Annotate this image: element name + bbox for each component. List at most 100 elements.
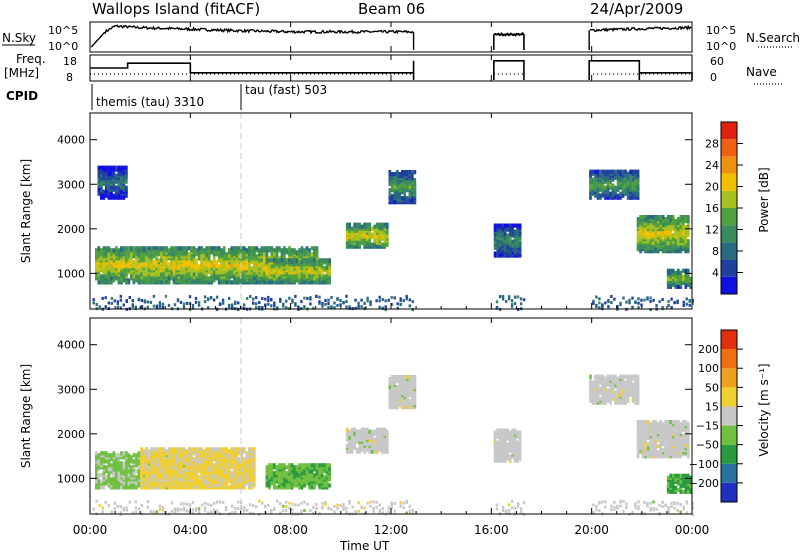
heatmap-cell	[217, 280, 221, 285]
heatmap-cell	[192, 268, 196, 273]
heatmap-cell	[682, 304, 685, 307]
heatmap-cell	[315, 246, 319, 251]
heatmap-cell	[98, 305, 101, 309]
heatmap-cell	[616, 193, 620, 198]
heatmap-cell	[393, 375, 397, 380]
heatmap-cell	[333, 301, 336, 305]
heatmap-cell	[592, 302, 595, 305]
heatmap-cell	[200, 479, 203, 484]
heatmap-cell	[393, 176, 397, 181]
heatmap-cell	[325, 258, 329, 263]
heatmap-cell	[250, 465, 254, 470]
heatmap-cell	[336, 304, 339, 307]
heatmap-cell	[185, 301, 189, 305]
heatmap-cell	[147, 449, 151, 454]
heatmap-cell	[308, 248, 311, 253]
heatmap-cell	[390, 296, 393, 299]
heatmap-cell	[378, 222, 382, 227]
heatmap-cell	[195, 479, 198, 484]
heatmap-cell	[649, 299, 652, 303]
heatmap-cell	[609, 179, 612, 184]
heatmap-cell	[589, 185, 592, 190]
heatmap-cell	[230, 250, 234, 255]
heatmap-cell	[411, 186, 414, 191]
heatmap-cell	[363, 427, 366, 432]
heatmap-cell	[110, 175, 113, 180]
heatmap-cell	[273, 252, 276, 257]
heatmap-cell	[145, 447, 148, 452]
heatmap-cell	[194, 296, 198, 300]
heatmap-cell	[496, 243, 499, 248]
heatmap-cell	[135, 475, 138, 480]
heatmap-cell	[207, 268, 211, 273]
heatmap-cell	[373, 228, 376, 233]
heatmap-cell	[130, 256, 133, 261]
heatmap-cell	[315, 260, 319, 265]
heatmap-cell	[170, 473, 173, 478]
heatmap-cell	[634, 169, 637, 174]
heatmap-cell	[513, 223, 517, 228]
heatmap-cell	[684, 233, 688, 238]
heatmap-cell	[263, 252, 266, 257]
heatmap-cell	[157, 258, 161, 263]
heatmap-cell	[97, 453, 101, 458]
heatmap-cell	[270, 280, 274, 285]
heatmap-cell	[92, 301, 95, 305]
heatmap-cell	[150, 246, 153, 251]
heatmap-cell	[658, 300, 661, 304]
heatmap-cell	[684, 268, 688, 273]
heatmap-cell	[152, 461, 156, 466]
heatmap-cell	[107, 183, 111, 188]
heatmap-cell	[288, 463, 291, 468]
heatmap-cell	[353, 427, 356, 432]
heatmap-cell	[413, 178, 417, 183]
heatmap-cell	[105, 193, 108, 198]
heatmap-cell	[511, 239, 514, 244]
heatmap-cell	[375, 222, 379, 227]
heatmap-cell	[313, 467, 316, 472]
heatmap-cell	[631, 296, 634, 300]
heatmap-cell	[290, 258, 294, 263]
heatmap-cell	[157, 252, 161, 257]
heatmap-cell	[606, 169, 610, 174]
heatmap-cell	[504, 299, 508, 303]
heatmap-cell	[152, 260, 156, 265]
heatmap-cell	[102, 246, 106, 251]
heatmap-cell	[285, 483, 289, 488]
heatmap-cell	[107, 258, 111, 263]
heatmap-cell	[120, 461, 123, 466]
heatmap-cell	[381, 230, 384, 235]
heatmap-cell	[155, 270, 158, 275]
heatmap-cell	[651, 215, 655, 220]
heatmap-cell	[599, 173, 602, 178]
heatmap-cell	[125, 465, 128, 470]
heatmap-cell	[177, 246, 181, 251]
heatmap-cell	[639, 237, 642, 242]
heatmap-cell	[303, 266, 306, 271]
heatmap-cell	[107, 187, 111, 192]
colorbar-swatch	[721, 122, 737, 140]
heatmap-cell	[324, 299, 327, 302]
heatmap-cell	[308, 485, 311, 490]
heatmap-cell	[132, 260, 136, 265]
heatmap-cell	[110, 248, 113, 253]
heatmap-cell	[135, 469, 138, 474]
heatmap-cell	[175, 447, 178, 452]
heatmap-cell	[501, 233, 504, 238]
heatmap-cell	[300, 258, 304, 263]
heatmap-cell	[413, 184, 417, 189]
heatmap-cell	[157, 457, 161, 462]
heatmap-cell	[228, 305, 231, 309]
heatmap-cell	[122, 481, 126, 486]
heatmap-cell	[112, 451, 116, 456]
heatmap-cell	[401, 182, 404, 187]
heatmap-cell	[221, 301, 225, 305]
heatmap-cell	[190, 246, 193, 251]
heatmap-cell	[671, 215, 675, 220]
heatmap-cell	[155, 304, 159, 308]
heatmap-cell	[308, 268, 311, 273]
heatmap-cell	[288, 296, 291, 300]
heatmap-cell	[102, 189, 106, 194]
